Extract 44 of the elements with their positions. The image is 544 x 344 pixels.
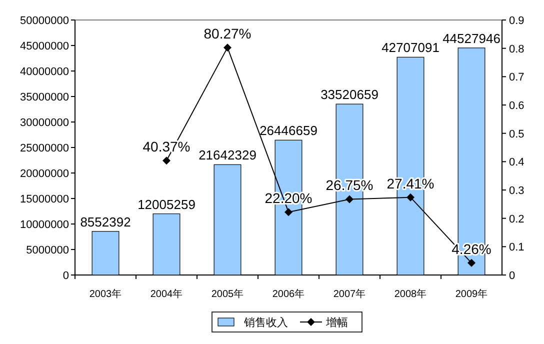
y-tick-label: 30000000	[20, 117, 69, 129]
x-tick-label: 2003年	[89, 288, 122, 300]
y-tick-label: 5000000	[26, 244, 69, 256]
x-tick-label: 2009年	[455, 288, 488, 300]
data-label: 12005259	[138, 196, 196, 212]
y2-tick-label: 0.8	[509, 43, 524, 56]
point	[224, 44, 232, 52]
y2-tick-label: 0.1	[509, 242, 524, 254]
y2-tick-label: 0.3	[509, 185, 524, 197]
x-tick-label: 2005年	[211, 288, 244, 300]
legend-label: 增幅	[325, 317, 348, 329]
point	[162, 156, 170, 165]
y-tick-label: 35000000	[20, 92, 69, 104]
x-tick-label: 2007年	[333, 288, 366, 300]
legend-label: 销售收入	[243, 316, 288, 329]
data-label: 26446659	[260, 123, 318, 138]
point	[284, 208, 292, 216]
y-tick-label: 40000000	[20, 66, 69, 78]
data-label: 8552392	[80, 214, 131, 230]
point	[468, 258, 476, 267]
y-tick-label: 20000000	[20, 168, 69, 180]
y-tick-label: 10000000	[20, 219, 69, 231]
x-tick-label: 2006年	[272, 288, 305, 300]
y-tick-label: 0	[62, 270, 69, 282]
data-label: 33520659	[320, 87, 378, 102]
y2-tick-label: 0.7	[509, 72, 524, 84]
y2-tick-label: 0.6	[509, 100, 524, 112]
y-tick-label: 25000000	[20, 142, 69, 154]
y2-tick-label: 0	[509, 270, 516, 282]
y2-tick-label: 0.4	[509, 156, 524, 169]
x-tick-label: 2008年	[394, 288, 427, 300]
y2-tick-label: 0.2	[509, 213, 524, 226]
data-label: 44527946	[442, 30, 500, 46]
y-tick-label: 15000000	[20, 194, 69, 206]
data-label: 21642329	[198, 148, 256, 163]
x-tick-label: 2004年	[150, 288, 183, 300]
y2-tick-label: 0.5	[509, 128, 524, 140]
y-tick-label: 45000000	[20, 40, 69, 52]
y2-tick-label: 0.9	[509, 15, 524, 27]
data-label: 42707091	[382, 40, 440, 56]
y-tick-label: 50000000	[20, 15, 69, 27]
data-label: 80.27%	[204, 26, 252, 42]
point	[406, 193, 414, 202]
point	[346, 195, 354, 204]
